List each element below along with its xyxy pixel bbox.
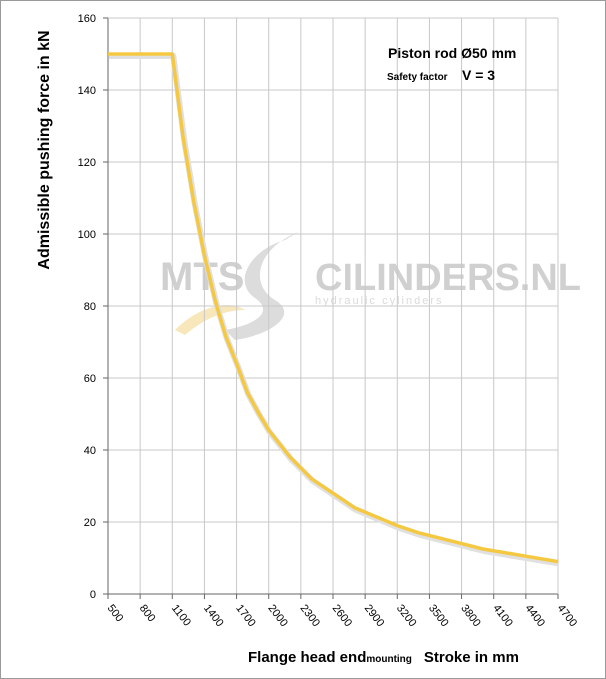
- x-tick-label: 3800: [458, 602, 483, 629]
- x-axis-label-part2: mounting: [366, 654, 412, 665]
- x-axis-label-part3: Stroke in mm: [424, 649, 519, 666]
- annotation-piston-rod: Piston rod Ø50 mm: [388, 45, 516, 61]
- series-group: [108, 52, 560, 567]
- annotation-safety-value: V = 3: [462, 67, 495, 83]
- watermark-swoosh-accent-icon: [175, 305, 245, 335]
- x-tick-label: 3500: [426, 602, 451, 629]
- x-tick-label: 3200: [394, 602, 419, 629]
- x-tick-label: 4700: [555, 602, 580, 629]
- y-tick-label: 0: [90, 589, 96, 601]
- annotation-safety-factor: Safety factor: [387, 72, 448, 83]
- x-tick-label: 4100: [490, 602, 515, 629]
- x-tick-label: 1100: [169, 602, 193, 628]
- y-tick-label: 80: [84, 301, 96, 313]
- y-tick-label: 140: [78, 85, 96, 97]
- y-tick-label: 20: [84, 517, 96, 529]
- series-line: [108, 52, 559, 564]
- y-tick-label: 100: [78, 229, 96, 241]
- watermark-logo: MTS CILINDERS.NL hydraulic cylinders: [160, 232, 581, 340]
- x-tick-label: 2300: [297, 602, 322, 629]
- y-tick-label: 60: [84, 373, 96, 385]
- watermark-tagline: hydraulic cylinders: [315, 295, 443, 307]
- y-tick-labels: 0 20 40 60 80 100 120 140 160: [78, 13, 96, 601]
- x-tick-label: 1700: [233, 602, 258, 629]
- watermark-brand-left: MTS: [160, 255, 244, 299]
- x-axis-label-mounting: Flange head endmounting Stroke in mm: [248, 649, 519, 666]
- x-tick-labels: 500 800 1100 1400 1700 2000 2300 2600 2900 3200 35…: [105, 602, 580, 629]
- y-tick-label: 40: [84, 445, 96, 457]
- x-tick-label: 4400: [522, 602, 547, 629]
- x-tick-label: 2600: [330, 602, 355, 629]
- watermark-brand-right: CILINDERS.NL: [315, 257, 581, 299]
- x-tick-label: 2900: [362, 602, 387, 629]
- x-tick-label: 800: [137, 602, 158, 624]
- y-tick-label: 160: [78, 13, 96, 25]
- y-axis-label: Admissible pushing force in kN: [36, 30, 53, 269]
- series-shadow: [109, 53, 560, 567]
- x-tick-label: 1400: [201, 602, 226, 629]
- grid-lines: [107, 17, 559, 595]
- watermark-swoosh-icon: [225, 232, 298, 340]
- x-tick-label: 500: [105, 602, 126, 624]
- y-tick-label: 120: [78, 157, 96, 169]
- x-axis-label-part1: Flange head end: [248, 649, 366, 666]
- axes: [103, 17, 559, 599]
- x-tick-label: 2000: [265, 602, 290, 629]
